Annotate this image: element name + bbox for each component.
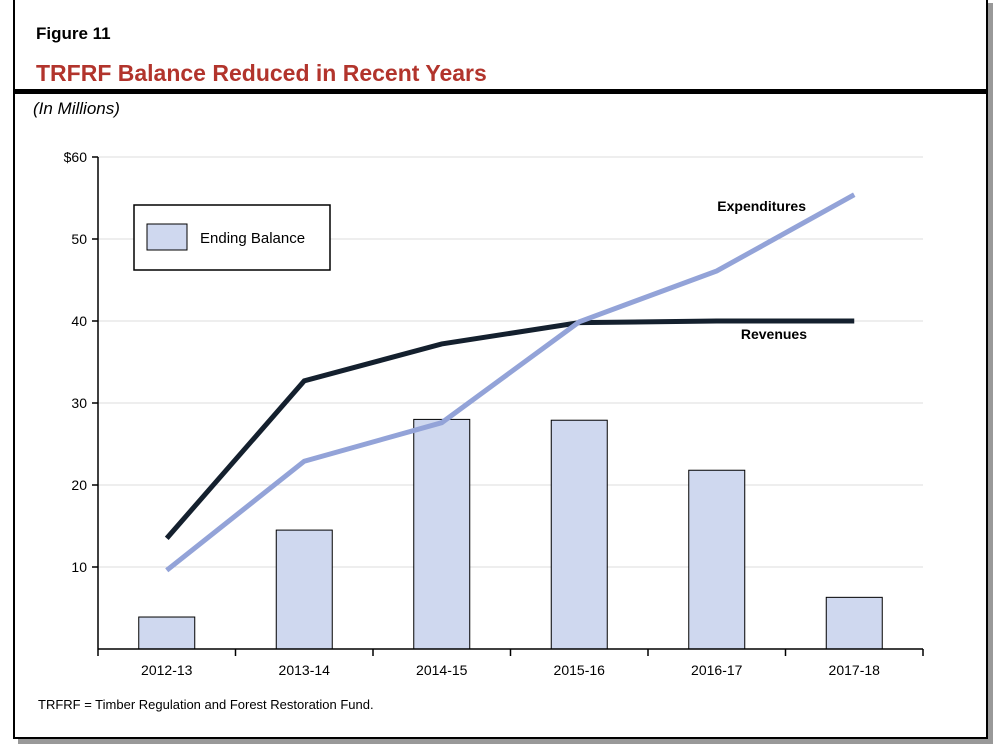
chart-title: TRFRF Balance Reduced in Recent Years bbox=[36, 60, 487, 86]
y-tick-label: 40 bbox=[71, 313, 87, 329]
series-label-expenditures: Expenditures bbox=[717, 198, 806, 214]
bar-ending-balance bbox=[688, 469, 746, 650]
figure-frame bbox=[13, 0, 988, 739]
y-tick-label: 30 bbox=[71, 395, 87, 411]
footnote: TRFRF = Timber Regulation and Forest Res… bbox=[38, 697, 374, 712]
legend-label-ending-balance: Ending Balance bbox=[200, 230, 305, 247]
bar-ending-balance bbox=[413, 418, 471, 650]
title-divider bbox=[13, 89, 988, 94]
y-tick-label: $60 bbox=[64, 149, 88, 165]
y-tick-label: 20 bbox=[71, 477, 87, 493]
bar-ending-balance bbox=[275, 529, 333, 650]
figure-label: Figure 11 bbox=[36, 24, 111, 43]
x-tick-label: 2013-14 bbox=[279, 662, 331, 678]
y-tick-label: 10 bbox=[71, 559, 87, 575]
x-tick-label: 2015-16 bbox=[554, 662, 606, 678]
series-label-revenues: Revenues bbox=[741, 326, 807, 342]
x-tick-label: 2017-18 bbox=[829, 662, 881, 678]
x-tick-label: 2012-13 bbox=[141, 662, 193, 678]
legend-swatch-ending-balance bbox=[146, 223, 188, 251]
x-tick-label: 2016-17 bbox=[691, 662, 743, 678]
bar-ending-balance bbox=[825, 596, 883, 650]
bar-ending-balance bbox=[550, 419, 608, 650]
x-tick-label: 2014-15 bbox=[416, 662, 468, 678]
y-tick-label: 50 bbox=[71, 231, 87, 247]
bar-ending-balance bbox=[138, 616, 196, 650]
line-revenues bbox=[164, 318, 855, 540]
line-expenditures bbox=[165, 192, 856, 573]
units-label: (In Millions) bbox=[33, 99, 120, 118]
